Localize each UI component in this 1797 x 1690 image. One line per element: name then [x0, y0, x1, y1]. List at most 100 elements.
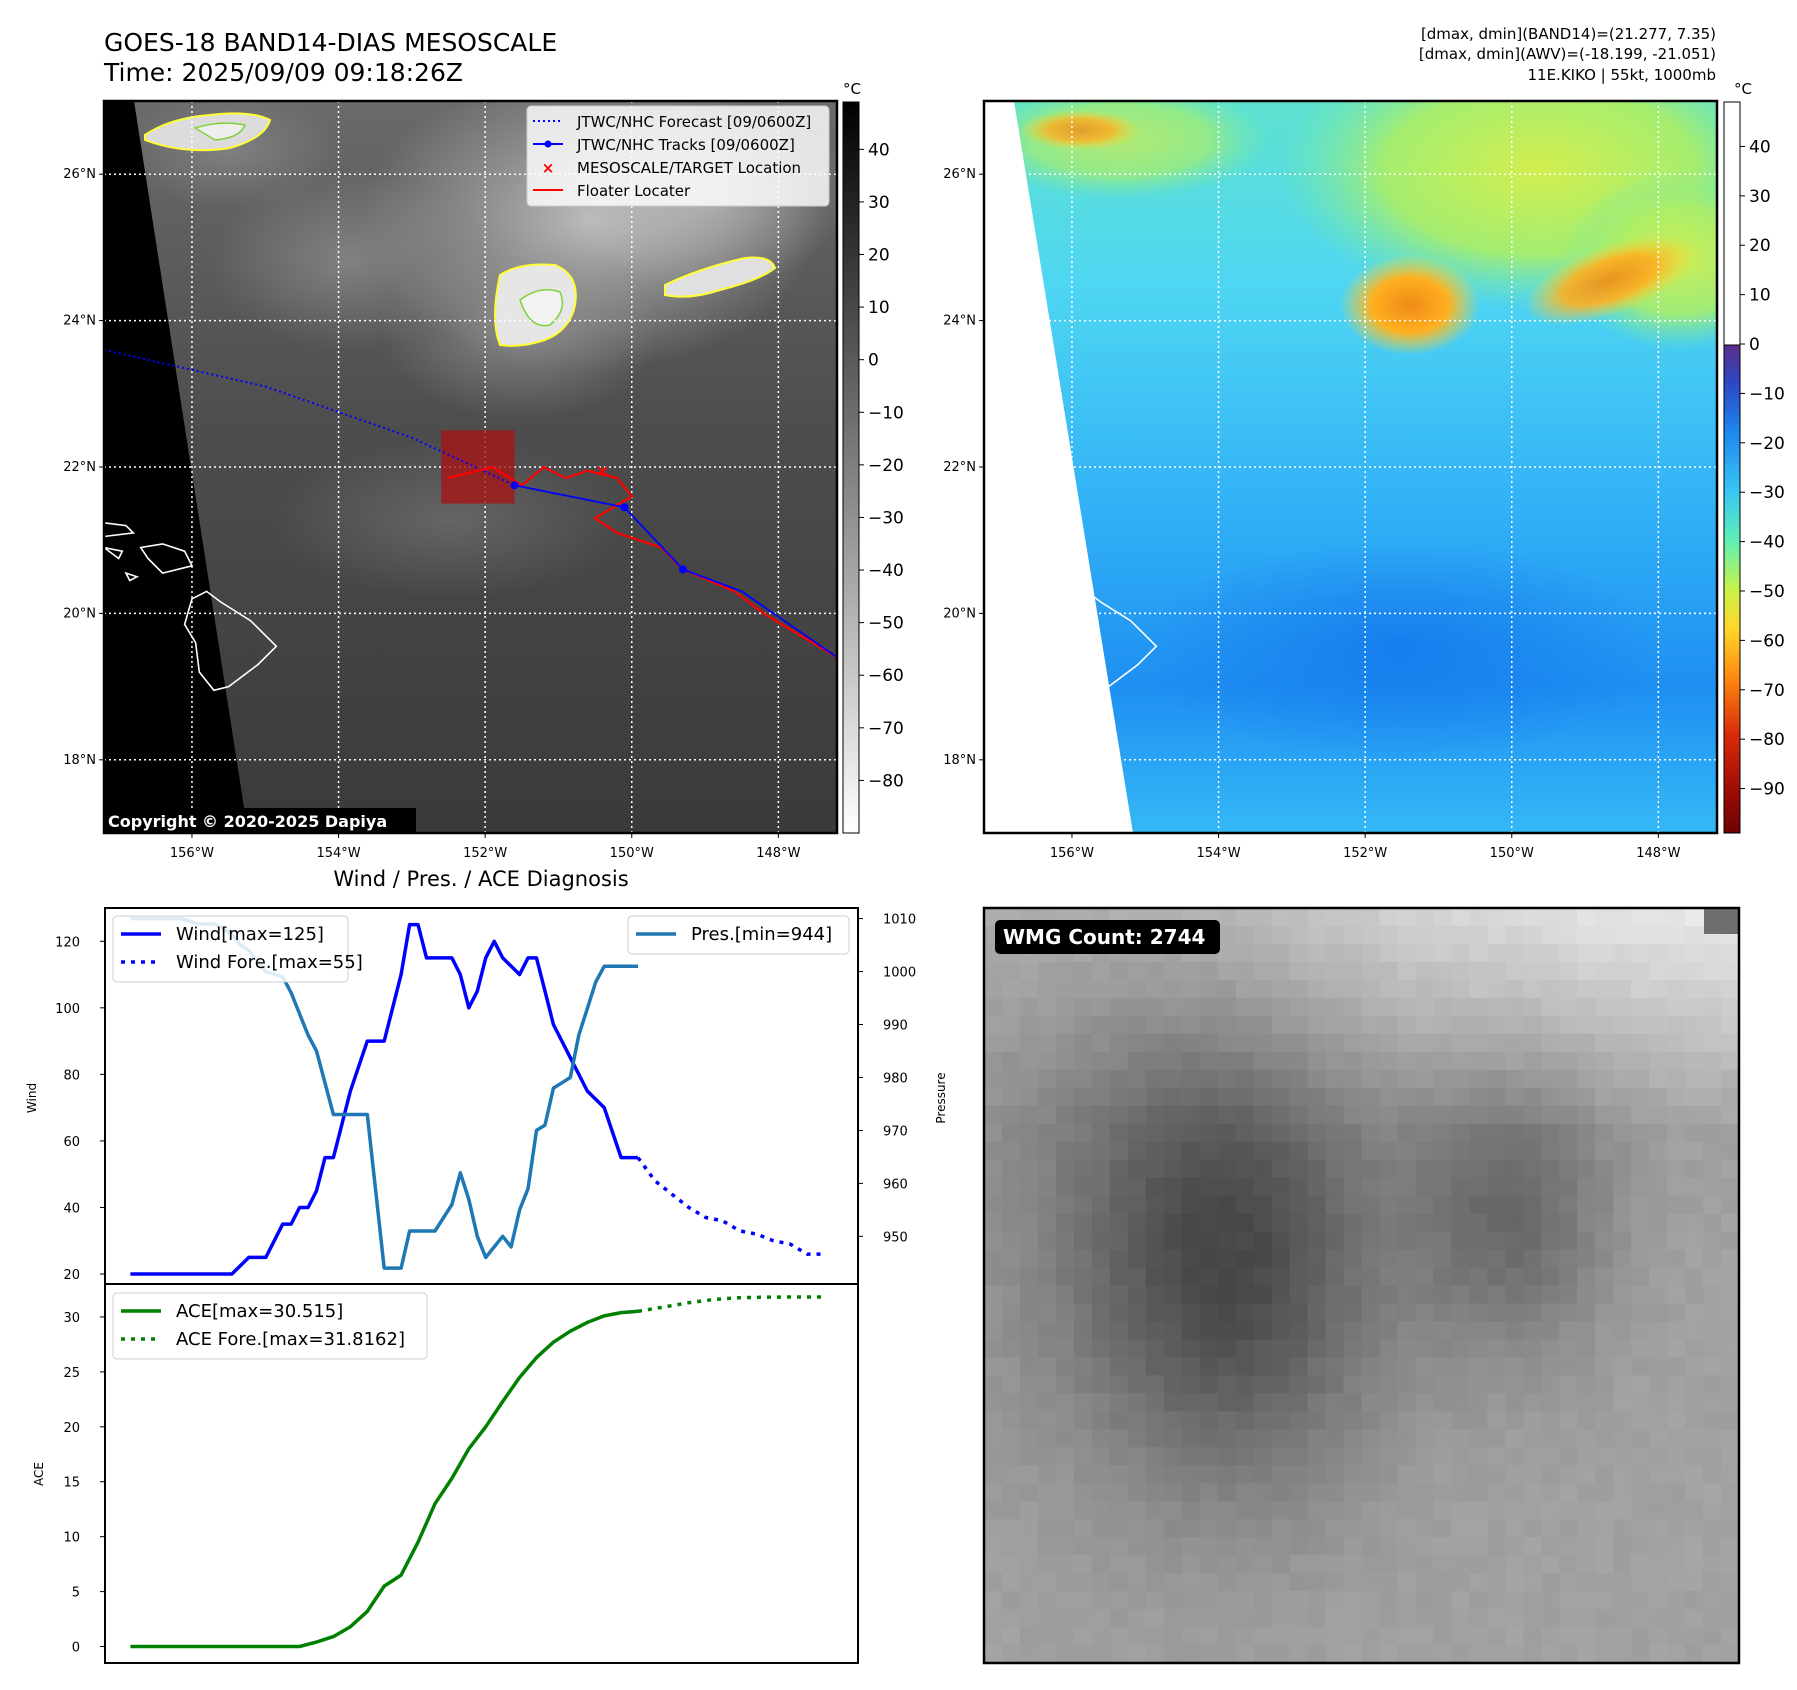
wmg-pixel: [1541, 1159, 1560, 1179]
wmg-pixel: [1559, 1177, 1578, 1197]
wmg-pixel: [1073, 1447, 1093, 1466]
wmg-pixel: [1433, 1519, 1452, 1538]
wmg-pixel: [1307, 1555, 1327, 1574]
wmg-pixel: [1541, 1051, 1560, 1071]
wmg-pixel: [1631, 1267, 1650, 1287]
wmg-pixel: [1487, 1141, 1506, 1161]
wmg-pixel: [1505, 1015, 1524, 1035]
wmg-pixel: [1649, 1303, 1668, 1323]
wmg-pixel: [1451, 1195, 1470, 1215]
wmg-pixel: [1523, 1303, 1542, 1323]
wmg-pixel: [1037, 1483, 1057, 1502]
wmg-pixel: [1613, 1429, 1632, 1448]
ace-ytick-label: 0: [72, 1641, 80, 1656]
wmg-pixel: [1667, 908, 1686, 927]
wmg-pixel: [1595, 1015, 1614, 1035]
legend-target: MESOSCALE/TARGET Location: [577, 159, 801, 177]
wmg-pixel: [1235, 1195, 1255, 1215]
wmg-pixel: [1631, 1645, 1650, 1664]
wmg-pixel: [1019, 961, 1039, 981]
wmg-pixel: [1235, 1015, 1255, 1035]
wmg-pixel: [1073, 1015, 1093, 1035]
wmg-pixel: [1055, 1573, 1075, 1592]
wmg-pixel: [1487, 1015, 1506, 1035]
wmg-pixel: [1685, 1069, 1704, 1089]
wmg-pixel: [1037, 1087, 1057, 1107]
wmg-pixel: [1631, 1627, 1650, 1646]
wmg-pixel: [1541, 961, 1560, 981]
wmg-pixel: [1487, 908, 1506, 927]
wmg-pixel: [1667, 1429, 1686, 1448]
wmg-pixel: [1649, 1177, 1668, 1197]
wmg-pixel: [1307, 997, 1327, 1017]
wmg-pixel: [1307, 1033, 1327, 1053]
wmg-pixel: [1199, 1159, 1219, 1179]
wmg-pixel: [1289, 1591, 1309, 1610]
wmg-pixel: [1523, 1123, 1542, 1143]
wmg-pixel: [1091, 1447, 1111, 1466]
wmg-pixel: [1127, 1159, 1147, 1179]
wmg-pixel: [1721, 1195, 1740, 1215]
wmg-pixel: [1037, 1177, 1057, 1197]
legend-wind-forecast: Wind Fore.[max=55]: [176, 952, 363, 973]
wmg-pixel: [1199, 1519, 1219, 1538]
wmg-pixel: [1217, 1519, 1237, 1538]
wmg-pixel: [1559, 943, 1578, 963]
wmg-pixel: [1091, 961, 1111, 981]
wmg-pixel: [1433, 1501, 1452, 1520]
wmg-pixel: [1433, 925, 1452, 945]
wmg-pixel: [1613, 1375, 1632, 1394]
wmg-pixel: [1343, 1573, 1363, 1592]
wmg-pixel: [1487, 1249, 1506, 1269]
wmg-pixel: [1361, 925, 1381, 945]
wmg-pixel: [1649, 1447, 1668, 1466]
wmg-pixel: [1307, 1051, 1327, 1071]
wmg-pixel: [1361, 1537, 1381, 1556]
wmg-pixel: [1235, 1411, 1255, 1430]
wmg-panel: WMG Count: 2744: [982, 906, 1741, 1665]
wmg-pixel: [1271, 1033, 1291, 1053]
wmg-pixel: [1253, 1591, 1273, 1610]
wmg-pixel: [1055, 961, 1075, 981]
wmg-pixel: [1721, 1159, 1740, 1179]
wmg-pixel: [1325, 1465, 1345, 1484]
wmg-pixel: [1487, 1645, 1506, 1664]
wmg-pixel: [1343, 1069, 1363, 1089]
wmg-pixel: [1361, 1285, 1381, 1305]
wmg-pixel: [1253, 1519, 1273, 1538]
info-line-3: 11E.KIKO | 55kt, 1000mb: [1527, 66, 1716, 84]
wmg-pixel: [1703, 1519, 1722, 1538]
wmg-pixel: [1001, 1591, 1021, 1610]
wmg-pixel: [1541, 1177, 1560, 1197]
wmg-pixel: [1577, 1195, 1596, 1215]
wmg-pixel: [1271, 1447, 1291, 1466]
wmg-pixel: [1343, 1501, 1363, 1520]
wmg-pixel: [1505, 1051, 1524, 1071]
wmg-pixel: [1613, 1249, 1632, 1269]
series-line-ace-forecast: [637, 1295, 825, 1314]
wmg-pixel: [1631, 1015, 1650, 1035]
wmg-pixel: [1433, 1195, 1452, 1215]
wmg-pixel: [1343, 1591, 1363, 1610]
wmg-pixel: [1271, 1501, 1291, 1520]
wmg-pixel: [1451, 1213, 1470, 1233]
wmg-pixel: [1325, 1357, 1345, 1376]
wmg-pixel: [1073, 1501, 1093, 1520]
mesoscale-box: [441, 430, 515, 504]
wmg-pixel: [1487, 1573, 1506, 1592]
wmg-pixel: [1703, 1375, 1722, 1394]
wmg-pixel: [1055, 997, 1075, 1017]
wmg-pixel: [1037, 1447, 1057, 1466]
band14-legend: JTWC/NHC Forecast [09/0600Z] JTWC/NHC Tr…: [526, 105, 830, 207]
wmg-pixel: [1613, 1537, 1632, 1556]
wmg-pixel: [1649, 1465, 1668, 1484]
wmg-pixel: [1541, 1267, 1560, 1287]
wmg-pixel: [1163, 997, 1183, 1017]
wmg-pixel: [1091, 1231, 1111, 1251]
wmg-pixel: [1253, 1213, 1273, 1233]
wmg-pixel: [1721, 979, 1740, 999]
wmg-pixel: [1271, 908, 1291, 927]
wmg-pixel: [1667, 979, 1686, 999]
wmg-pixel: [1235, 1141, 1255, 1161]
wmg-pixel: [1415, 1123, 1435, 1143]
